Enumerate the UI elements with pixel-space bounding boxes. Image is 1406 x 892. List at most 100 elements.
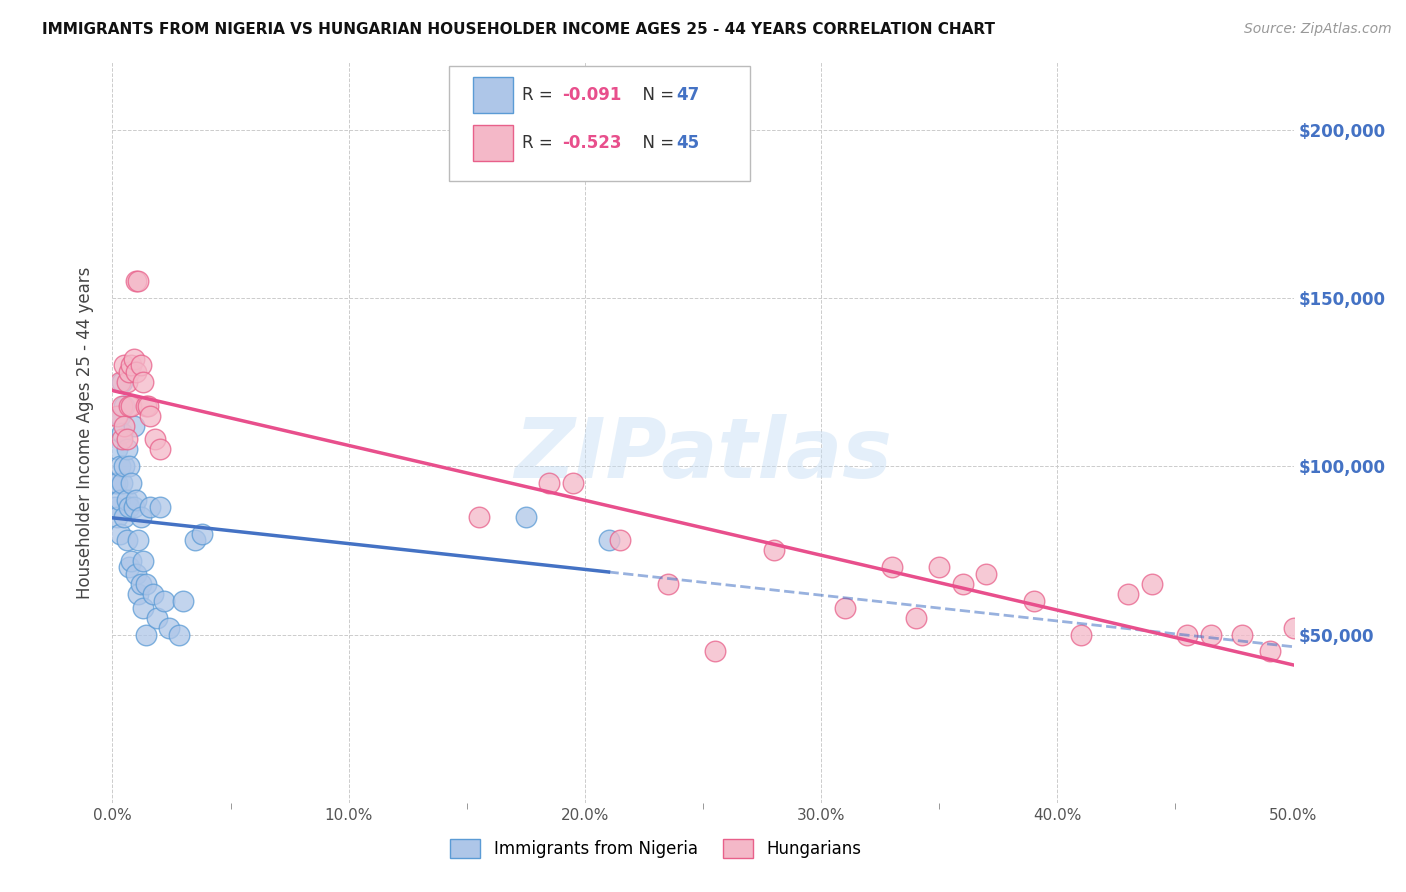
Point <box>976 566 998 581</box>
Point <box>118 560 141 574</box>
Y-axis label: Householder Income Ages 25 - 44 years: Householder Income Ages 25 - 44 years <box>76 267 94 599</box>
Point <box>120 359 142 373</box>
Point <box>111 476 134 491</box>
Point <box>125 274 148 288</box>
Point <box>1230 627 1253 641</box>
Point <box>105 442 128 457</box>
Point <box>104 476 127 491</box>
Point <box>129 577 152 591</box>
Point <box>105 509 128 524</box>
Point <box>142 587 165 601</box>
Point <box>122 500 145 514</box>
Point <box>952 577 974 591</box>
Point <box>108 492 131 507</box>
Point <box>1175 627 1198 641</box>
Point <box>538 476 561 491</box>
Point <box>1282 621 1305 635</box>
Point <box>125 365 148 379</box>
Point <box>125 566 148 581</box>
Text: 45: 45 <box>676 134 699 152</box>
Text: IMMIGRANTS FROM NIGERIA VS HUNGARIAN HOUSEHOLDER INCOME AGES 25 - 44 YEARS CORRE: IMMIGRANTS FROM NIGERIA VS HUNGARIAN HOU… <box>42 22 995 37</box>
Point <box>184 533 207 548</box>
Point <box>125 492 148 507</box>
Point <box>129 509 152 524</box>
Point <box>928 560 950 574</box>
Text: -0.091: -0.091 <box>562 86 621 103</box>
Point <box>118 459 141 474</box>
Point <box>112 418 135 433</box>
Point <box>136 399 159 413</box>
Point <box>112 459 135 474</box>
Point <box>139 500 162 514</box>
Point <box>111 375 134 389</box>
Point <box>115 442 138 457</box>
Point <box>108 459 131 474</box>
Point <box>598 533 620 548</box>
Point <box>120 399 142 413</box>
Point <box>115 375 138 389</box>
Point <box>191 526 214 541</box>
Point <box>609 533 631 548</box>
Point <box>143 433 166 447</box>
Point <box>132 600 155 615</box>
Point <box>467 509 489 524</box>
Point <box>112 509 135 524</box>
Point <box>135 577 157 591</box>
Point <box>880 560 903 574</box>
FancyBboxPatch shape <box>472 125 513 161</box>
Point <box>127 274 149 288</box>
Text: N =: N = <box>633 86 679 103</box>
Point <box>108 526 131 541</box>
Text: Source: ZipAtlas.com: Source: ZipAtlas.com <box>1244 22 1392 37</box>
Point <box>146 610 169 624</box>
Point <box>149 500 172 514</box>
Text: ZIPatlas: ZIPatlas <box>515 414 891 495</box>
Point <box>111 425 134 440</box>
Point <box>115 533 138 548</box>
Point <box>105 409 128 423</box>
Point <box>135 399 157 413</box>
Text: -0.523: -0.523 <box>562 134 621 152</box>
Point <box>1258 644 1281 658</box>
Point <box>115 433 138 447</box>
Point <box>1022 594 1045 608</box>
Point <box>118 399 141 413</box>
Point <box>562 476 585 491</box>
Point <box>1199 627 1222 641</box>
Point <box>127 533 149 548</box>
Point <box>762 543 785 558</box>
Point <box>129 359 152 373</box>
Text: N =: N = <box>633 134 679 152</box>
Point <box>167 627 190 641</box>
Point <box>135 627 157 641</box>
Point <box>120 476 142 491</box>
Legend: Immigrants from Nigeria, Hungarians: Immigrants from Nigeria, Hungarians <box>444 832 868 865</box>
Point <box>149 442 172 457</box>
Point <box>112 359 135 373</box>
Text: 47: 47 <box>676 86 699 103</box>
Point <box>1140 577 1163 591</box>
Point <box>139 409 162 423</box>
Point <box>111 399 134 413</box>
Point <box>657 577 679 591</box>
Point <box>1116 587 1139 601</box>
Point <box>127 587 149 601</box>
Text: R =: R = <box>522 86 558 103</box>
Point <box>104 500 127 514</box>
Point <box>132 553 155 567</box>
FancyBboxPatch shape <box>449 66 751 181</box>
Point <box>132 375 155 389</box>
Point <box>515 509 537 524</box>
Point <box>115 492 138 507</box>
Point <box>108 409 131 423</box>
Point <box>108 375 131 389</box>
FancyBboxPatch shape <box>472 77 513 113</box>
Point <box>105 476 128 491</box>
Text: R =: R = <box>522 134 558 152</box>
Point <box>111 433 134 447</box>
Point <box>120 553 142 567</box>
Point <box>904 610 927 624</box>
Point <box>834 600 856 615</box>
Point <box>172 594 194 608</box>
Point <box>112 399 135 413</box>
